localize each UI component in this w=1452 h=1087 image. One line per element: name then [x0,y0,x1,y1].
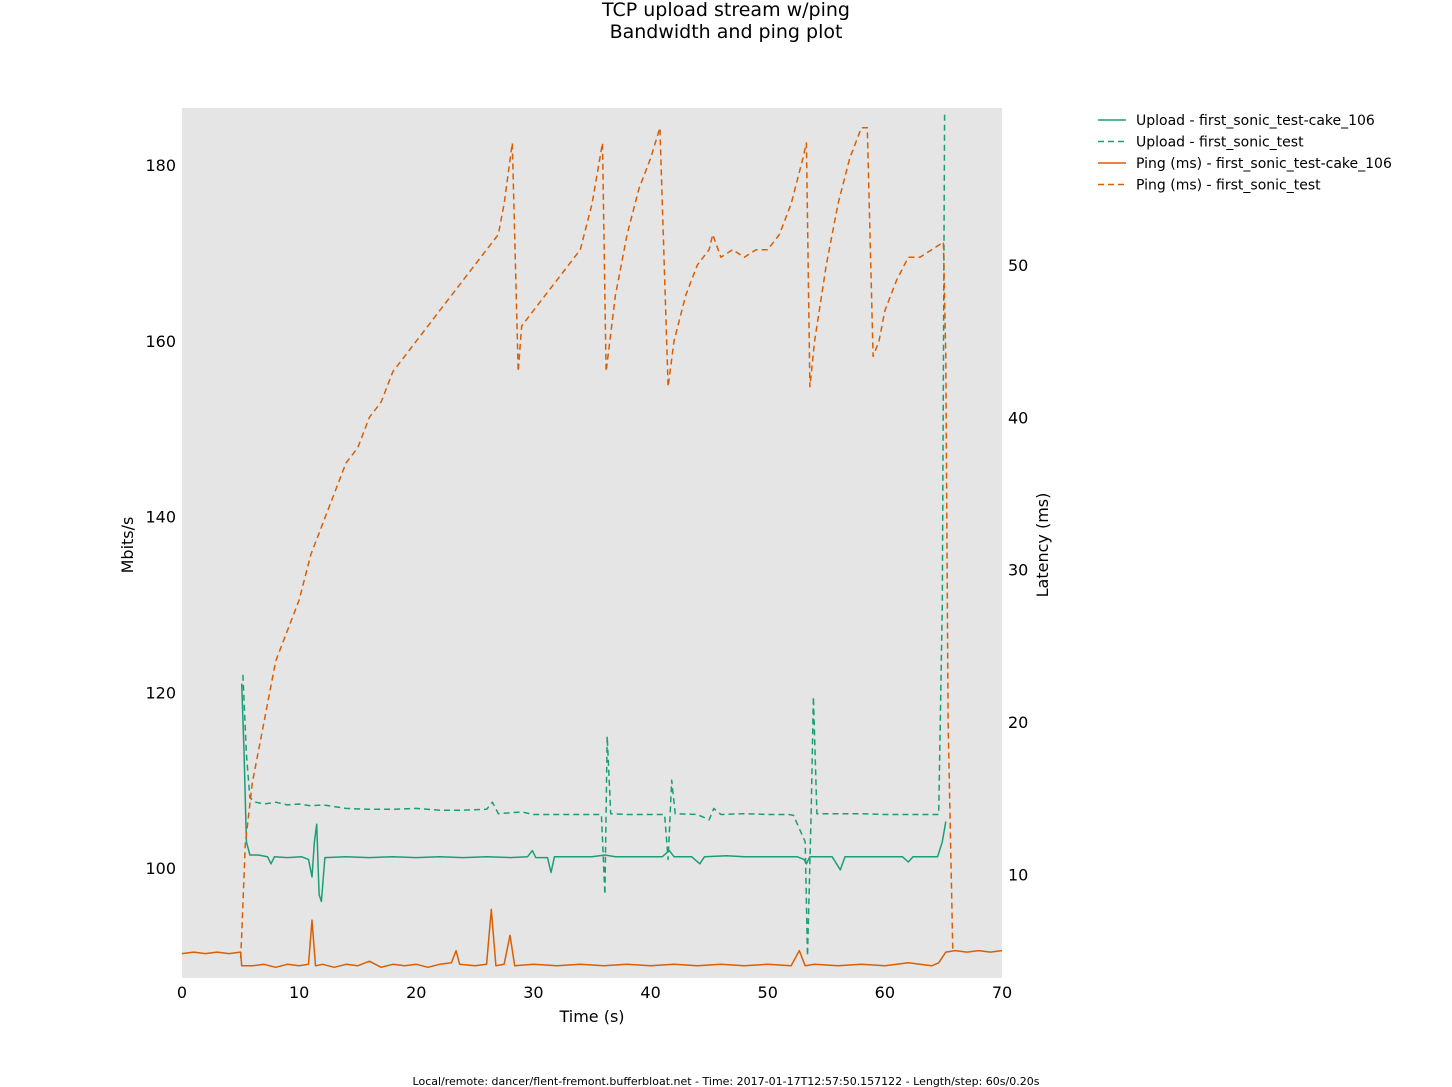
y-tick-label: 120 [145,683,176,702]
x-axis-ticks: 0 10 20 30 40 50 60 70 [177,983,1012,1002]
footer-info: Local/remote: dancer/flent-fremont.buffe… [413,1075,1040,1087]
x-tick-label: 40 [640,983,660,1002]
x-tick-label: 60 [875,983,895,1002]
y2-axis-ticks: 10 20 30 40 50 [1008,256,1028,884]
y2-tick-label: 10 [1008,865,1028,884]
series-line-ping-ms-first-sonic-test-cake-106 [181,908,1003,969]
y2-axis-label: Latency (ms) [1033,493,1052,598]
series-line-upload-first-sonic-test-cake-106 [240,683,947,903]
chart-title: TCP upload stream w/ping [601,0,850,21]
plot-area [182,108,1002,978]
y2-tick-label: 40 [1008,408,1028,427]
legend: Upload - first_sonic_test-cake_106 Upload… [1098,113,1392,194]
y-tick-label: 180 [145,156,176,175]
y2-tick-label: 30 [1008,561,1028,580]
x-tick-label: 30 [523,983,543,1002]
y-tick-label: 160 [145,332,176,351]
y-axis-ticks: 100 120 140 160 180 [145,156,176,878]
y-tick-label: 100 [145,859,176,878]
x-axis-label: Time (s) [558,1007,624,1026]
x-tick-label: 70 [992,983,1012,1002]
legend-label: Ping (ms) - first_sonic_test-cake_106 [1136,156,1392,172]
legend-label: Upload - first_sonic_test-cake_106 [1136,113,1375,129]
y2-tick-label: 20 [1008,713,1028,732]
x-tick-label: 10 [289,983,309,1002]
legend-label: Upload - first_sonic_test [1136,135,1304,151]
y-axis-label: Mbits/s [118,517,137,574]
x-tick-label: 0 [177,983,187,1002]
series-line-upload-first-sonic-test [242,112,946,957]
y-tick-label: 140 [145,508,176,527]
x-tick-label: 50 [758,983,778,1002]
x-tick-label: 20 [406,983,426,1002]
series-layer [181,112,1003,969]
y2-tick-label: 50 [1008,256,1028,275]
series-line-ping-ms-first-sonic-test [239,127,954,959]
legend-label: Ping (ms) - first_sonic_test [1136,178,1321,194]
chart-subtitle: Bandwidth and ping plot [610,21,843,43]
